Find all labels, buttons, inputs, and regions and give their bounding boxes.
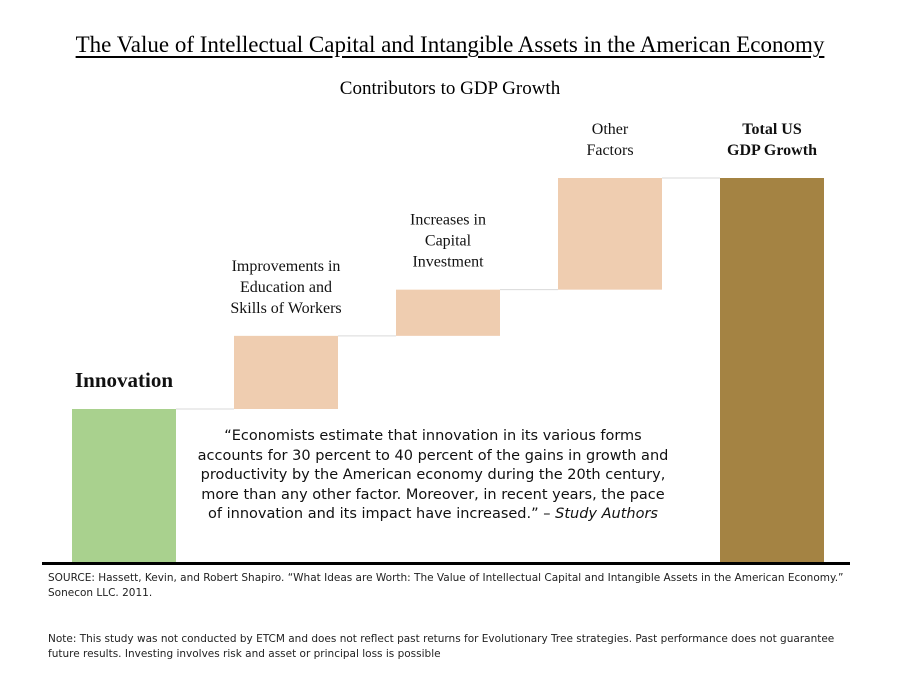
- category-label: Increases in Capital Investment: [410, 212, 486, 271]
- study-quote: “Economists estimate that innovation in …: [196, 427, 670, 525]
- disclaimer-note: Note: This study was not conducted by ET…: [48, 633, 835, 660]
- source-citation: SOURCE: Hassett, Kevin, and Robert Shapi…: [48, 572, 844, 599]
- quote-text: “Economists estimate that innovation in …: [197, 428, 669, 522]
- quote-attribution: Study Authors: [555, 506, 658, 522]
- category-label: Other Factors: [586, 121, 633, 159]
- category-label: Total US GDP Growth: [727, 121, 817, 159]
- category-label: Improvements in Education and Skills of Wo…: [230, 258, 341, 317]
- bar-5: [720, 178, 824, 563]
- bar-3: [396, 289, 500, 336]
- category-label: Innovation: [75, 368, 173, 392]
- chart-subtitle: Contributors to GDP Growth: [339, 78, 561, 99]
- bar-4: [558, 178, 662, 290]
- bar-1: [72, 409, 176, 563]
- bar-2: [234, 335, 338, 409]
- page-title: The Value of Intellectual Capital and In…: [75, 32, 825, 57]
